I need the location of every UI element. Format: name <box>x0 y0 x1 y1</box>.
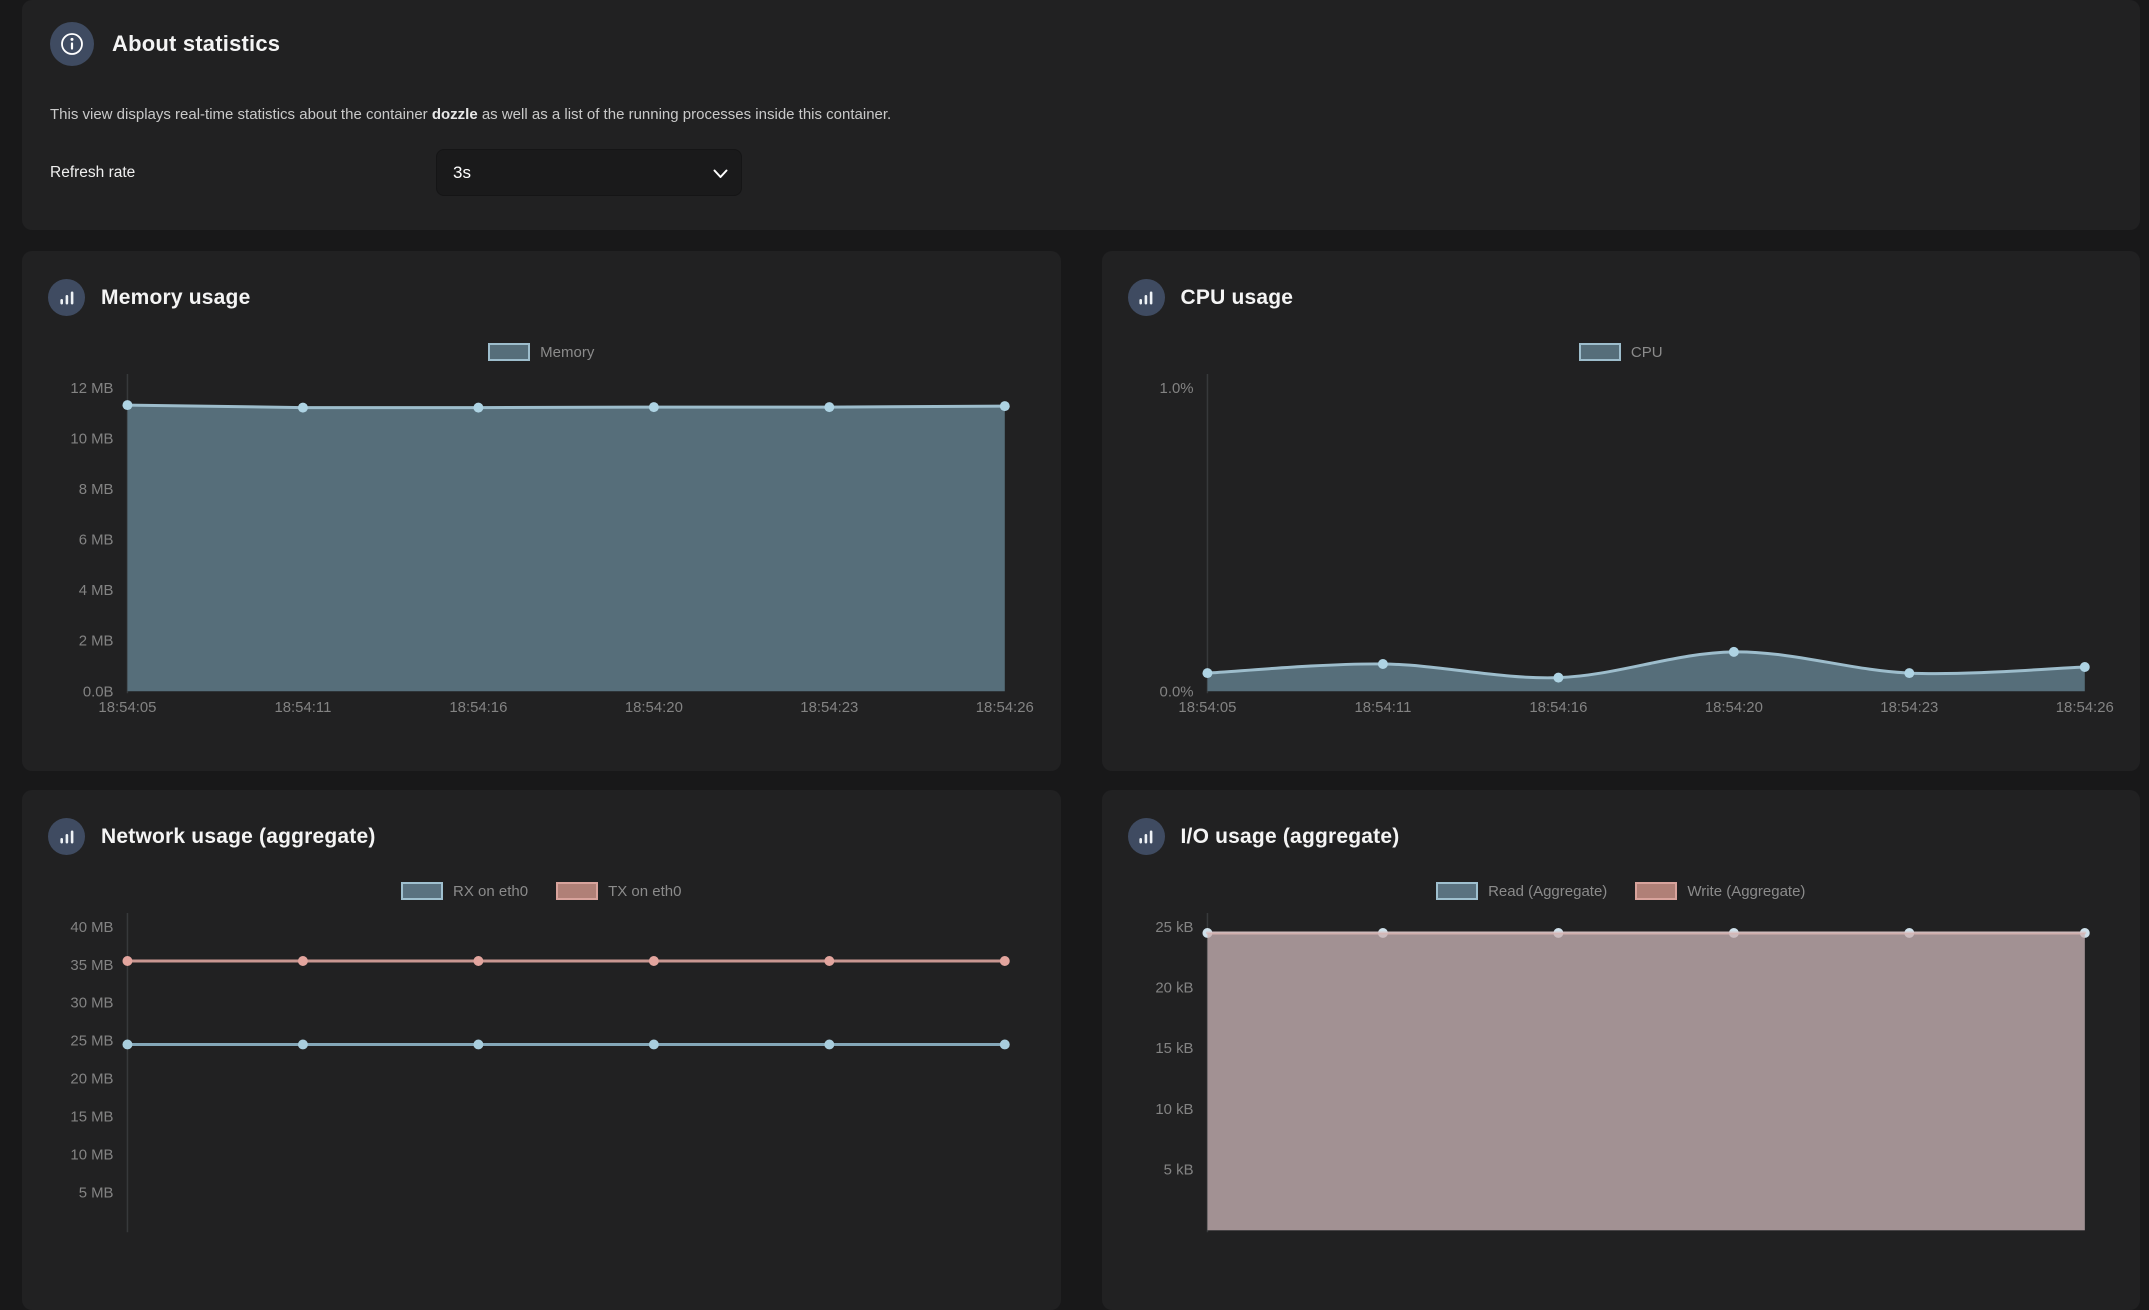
chart-canvas: 1.0% 0.0%18:54:05 18:54:11 18:54:16 18:54:20… <box>1159 373 2113 716</box>
svg-text:18:54:16: 18:54:16 <box>449 699 507 716</box>
svg-text:5 kB: 5 kB <box>1163 1162 1193 1179</box>
svg-text:15 MB: 15 MB <box>70 1108 113 1125</box>
panel-title: Memory usage <box>101 285 251 309</box>
svg-text:18:54:20: 18:54:20 <box>625 699 683 716</box>
svg-text:18:54:23: 18:54:23 <box>1880 699 1938 716</box>
chart-legend: Memory <box>22 342 1061 362</box>
network-usage-panel: Network usage (aggregate) RX on eth0 TX o… <box>22 790 1061 1310</box>
svg-text:8 MB: 8 MB <box>79 481 114 498</box>
svg-text:40 MB: 40 MB <box>70 919 113 936</box>
legend-item: RX on eth0 <box>401 882 528 900</box>
legend-swatch <box>488 343 531 361</box>
chart-area: 25 kB 20 kB 15 kB 10 kB 5 kB <box>1102 907 2141 1257</box>
legend-item: TX on eth0 <box>556 882 681 900</box>
refresh-rate-select[interactable]: 3s <box>436 149 742 196</box>
legend-label: Read (Aggregate) <box>1488 882 1608 900</box>
svg-text:18:54:26: 18:54:26 <box>2055 699 2113 716</box>
refresh-rate-row: Refresh rate 3s <box>50 149 2112 196</box>
svg-text:18:54:11: 18:54:11 <box>274 699 331 716</box>
legend-swatch <box>1436 882 1479 900</box>
panel-header: I/O usage (aggregate) <box>1102 790 2141 855</box>
memory-usage-panel: Memory usage Memory 12 MB 10 MB 8 MB 6 MB 4 … <box>22 251 1061 771</box>
chart-area: 40 MB 35 MB 30 MB 25 MB 20 MB 15 MB 10 MB 5 MB <box>22 907 1061 1257</box>
refresh-rate-label: Refresh rate <box>50 163 136 181</box>
cpu-usage-panel: CPU usage CPU 1.0% 0.0% 18:54:05 18:54:11 18… <box>1101 251 2141 771</box>
charts-grid: Memory usage Memory 12 MB 10 MB 8 MB 6 MB 4 … <box>22 251 2140 1310</box>
legend-item: CPU <box>1578 343 1663 361</box>
legend-swatch <box>1635 882 1678 900</box>
chart-canvas: 40 MB 35 MB 30 MB 25 MB 20 MB 15 MB 10 MB 5 MB <box>70 912 1010 1233</box>
svg-text:35 MB: 35 MB <box>70 957 113 974</box>
panel-title: I/O usage (aggregate) <box>1180 824 1400 848</box>
panel-header: CPU usage <box>1102 251 2141 316</box>
svg-text:10 kB: 10 kB <box>1155 1101 1193 1118</box>
svg-text:18:54:23: 18:54:23 <box>800 699 858 716</box>
svg-text:6 MB: 6 MB <box>79 532 114 549</box>
legend-label: TX on eth0 <box>608 882 682 900</box>
svg-text:18:54:20: 18:54:20 <box>1704 699 1762 716</box>
legend-label: RX on eth0 <box>453 882 529 900</box>
chart-legend: CPU <box>1102 342 2141 362</box>
panel-title: Network usage (aggregate) <box>101 824 376 848</box>
legend-item: Read (Aggregate) <box>1436 882 1607 900</box>
legend-item: Memory <box>488 343 594 361</box>
description-text-after: as well as a list of the running process… <box>477 106 892 123</box>
chart-canvas: 25 kB 20 kB 15 kB 10 kB 5 kB <box>1155 912 2090 1233</box>
legend-item: Write (Aggregate) <box>1635 882 1805 900</box>
svg-text:10 MB: 10 MB <box>70 430 113 447</box>
page-title: About statistics <box>112 31 281 56</box>
svg-text:18:54:05: 18:54:05 <box>98 699 156 716</box>
legend-swatch <box>401 882 444 900</box>
svg-text:0.0B: 0.0B <box>83 683 114 700</box>
about-description: This view displays real-time statistics … <box>50 106 2112 123</box>
legend-swatch <box>556 882 599 900</box>
svg-text:18:54:16: 18:54:16 <box>1529 699 1587 716</box>
panel-title: CPU usage <box>1180 285 1294 309</box>
bar-chart-icon <box>1127 279 1165 316</box>
svg-text:2 MB: 2 MB <box>79 633 114 650</box>
svg-text:5 MB: 5 MB <box>79 1184 114 1201</box>
svg-text:20 MB: 20 MB <box>70 1071 113 1088</box>
svg-text:20 kB: 20 kB <box>1155 980 1193 997</box>
svg-text:4 MB: 4 MB <box>79 582 114 599</box>
panel-header: Memory usage <box>22 251 1061 316</box>
io-usage-panel: I/O usage (aggregate) Read (Aggregate) Wr… <box>1101 790 2141 1310</box>
svg-text:1.0%: 1.0% <box>1159 380 1193 397</box>
legend-label: CPU <box>1630 343 1663 361</box>
svg-text:18:54:11: 18:54:11 <box>1354 699 1411 716</box>
chart-area: 1.0% 0.0% 18:54:05 18:54:11 18:54:16 18:54:20… <box>1102 368 2141 718</box>
refresh-rate-select-wrap: 3s <box>436 149 742 196</box>
panel-header: Network usage (aggregate) <box>22 790 1061 855</box>
chart-area: 12 MB 10 MB 8 MB 6 MB 4 MB 2 MB 0.0B 18:54:05 18… <box>22 368 1061 718</box>
chart-legend: Read (Aggregate) Write (Aggregate) <box>1102 881 2141 901</box>
legend-label: Memory <box>540 343 595 361</box>
bar-chart-icon <box>48 818 85 855</box>
svg-text:18:54:05: 18:54:05 <box>1178 699 1236 716</box>
legend-swatch <box>1578 343 1621 361</box>
svg-text:15 kB: 15 kB <box>1155 1040 1193 1057</box>
bar-chart-icon <box>1127 818 1165 855</box>
about-statistics-panel: About statistics This view displays real… <box>22 0 2140 230</box>
svg-text:25 MB: 25 MB <box>70 1033 113 1050</box>
info-icon <box>50 22 94 66</box>
container-name: dozzle <box>431 106 478 123</box>
chart-legend: RX on eth0 TX on eth0 <box>22 881 1061 901</box>
about-header: About statistics <box>50 22 2112 66</box>
bar-chart-icon <box>48 279 85 316</box>
description-text-before: This view displays real-time statistics … <box>50 106 432 123</box>
legend-label: Write (Aggregate) <box>1687 882 1806 900</box>
svg-text:18:54:26: 18:54:26 <box>976 699 1034 716</box>
svg-text:10 MB: 10 MB <box>70 1146 113 1163</box>
svg-text:25 kB: 25 kB <box>1155 919 1193 936</box>
svg-text:30 MB: 30 MB <box>70 995 113 1012</box>
svg-text:0.0%: 0.0% <box>1159 683 1193 700</box>
svg-text:12 MB: 12 MB <box>70 380 113 397</box>
